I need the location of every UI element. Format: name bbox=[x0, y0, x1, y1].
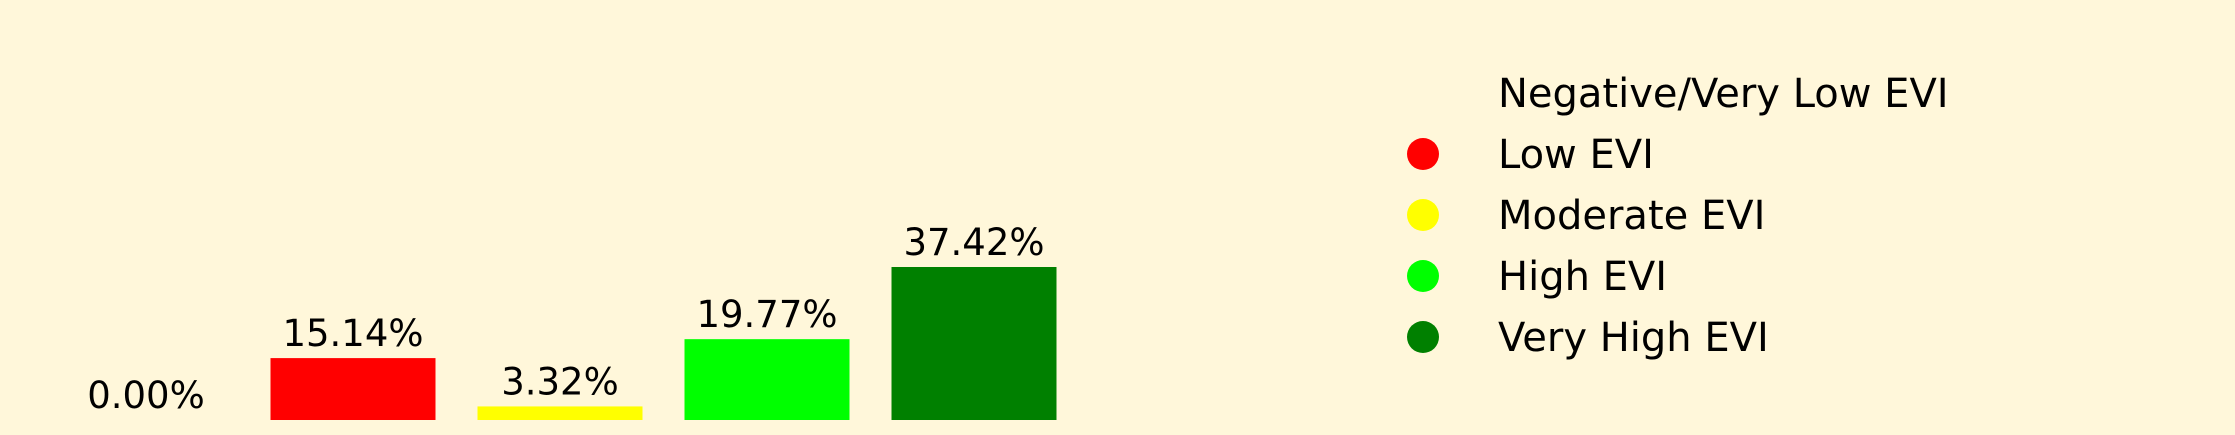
legend-marker-low-evi bbox=[1407, 138, 1439, 170]
legend-item-moderate-evi: Moderate EVI bbox=[1407, 193, 1765, 239]
bar-very-high-evi bbox=[891, 267, 1057, 420]
bar-low-evi bbox=[270, 358, 436, 420]
legend-label-high-evi: High EVI bbox=[1498, 254, 1667, 300]
data-label-moderate-evi: 3.32% bbox=[501, 360, 619, 403]
legend-item-high-evi: High EVI bbox=[1407, 254, 1667, 300]
legend-marker-high-evi bbox=[1407, 260, 1439, 292]
legend-item-low-evi: Low EVI bbox=[1407, 132, 1654, 178]
data-label-high-evi: 19.77% bbox=[696, 293, 837, 336]
legend-item-very-high-evi: Very High EVI bbox=[1407, 315, 1769, 361]
data-label-negative-very-low-evi: 0.00% bbox=[87, 374, 205, 417]
bar-high-evi bbox=[684, 339, 850, 420]
legend: Negative/Very Low EVI Low EVI Moderate EVI… bbox=[1407, 71, 1949, 361]
bars-layer bbox=[270, 267, 1057, 420]
value-labels-layer: 0.00% 15.14% 3.32% 19.77% 37.42% bbox=[87, 221, 1044, 417]
legend-marker-very-high-evi bbox=[1407, 321, 1439, 353]
data-label-very-high-evi: 37.42% bbox=[903, 221, 1044, 264]
data-label-low-evi: 15.14% bbox=[282, 312, 423, 355]
legend-marker-negative-very-low-evi bbox=[1407, 77, 1439, 109]
legend-marker-moderate-evi bbox=[1407, 199, 1439, 231]
legend-label-low-evi: Low EVI bbox=[1498, 132, 1654, 178]
legend-label-negative-very-low-evi: Negative/Very Low EVI bbox=[1498, 71, 1949, 117]
legend-label-very-high-evi: Very High EVI bbox=[1498, 315, 1769, 361]
bar-moderate-evi bbox=[477, 406, 643, 420]
legend-item-negative-very-low-evi: Negative/Very Low EVI bbox=[1407, 71, 1949, 117]
legend-label-moderate-evi: Moderate EVI bbox=[1498, 193, 1765, 239]
